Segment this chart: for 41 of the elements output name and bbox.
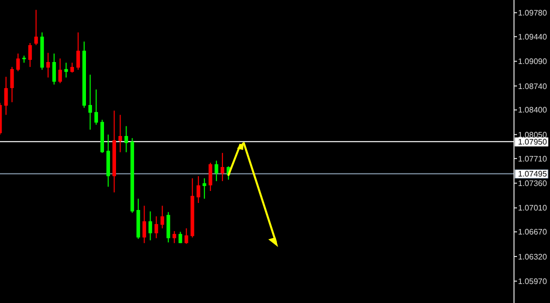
ref-line-label: 1.07495: [518, 169, 548, 178]
candlestick: [58, 58, 62, 84]
candlestick: [160, 205, 164, 229]
y-tick-label: 1.07010: [518, 204, 548, 213]
y-tick-label: 1.09780: [518, 8, 548, 18]
candlestick: [154, 216, 158, 239]
y-tick-label: 1.07710: [518, 154, 548, 164]
candlestick: [76, 32, 80, 70]
y-tick-label: 1.06670: [518, 228, 548, 237]
y-tick-label: 1.06320: [518, 252, 548, 262]
candlestick: [118, 114, 122, 153]
candlestick: [28, 42, 32, 68]
candlestick: [4, 76, 8, 116]
candlestick: [148, 210, 152, 241]
candlestick: [94, 88, 98, 126]
candlestick: [196, 176, 200, 204]
candlestick: [142, 205, 146, 244]
ref-line-label: 1.07950: [518, 137, 548, 146]
y-tick-label: 1.09090: [518, 57, 548, 66]
y-tick-label: 1.08400: [518, 106, 548, 115]
candlestick: [34, 9, 38, 46]
candlestick: [202, 178, 206, 200]
candlestick: [10, 66, 14, 103]
candlestick: [214, 160, 218, 182]
candlestick: [184, 228, 188, 244]
y-tick-label: 1.07360: [518, 179, 548, 188]
candlestick: [124, 126, 128, 153]
y-tick-label: 1.08740: [518, 82, 548, 91]
candlestick: [220, 152, 224, 182]
candlestick: [46, 52, 50, 78]
candlestick: [52, 53, 56, 86]
y-tick-label: 1.05970: [518, 276, 548, 286]
candlestick: [208, 162, 212, 192]
candlestick: [70, 62, 74, 74]
candlestick: [64, 62, 68, 78]
candlestick: [88, 74, 92, 130]
y-tick-label: 1.08050: [518, 130, 548, 140]
candlestick: [166, 212, 170, 243]
candlestick: [16, 53, 20, 72]
candlestick: [172, 230, 176, 244]
y-tick-label: 1.09440: [518, 32, 548, 42]
